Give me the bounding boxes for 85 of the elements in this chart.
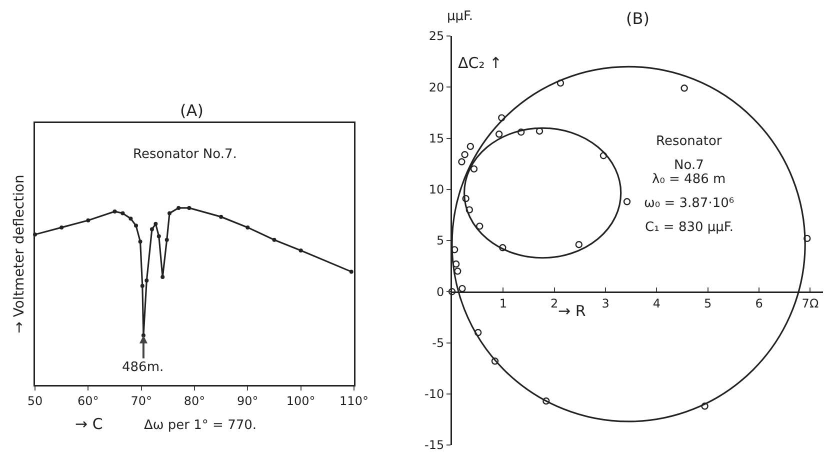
y-tick-label: -15	[424, 438, 444, 452]
x-tick-label: 4	[652, 296, 661, 311]
point	[452, 260, 460, 268]
point	[499, 244, 506, 252]
point	[86, 218, 90, 222]
point	[804, 234, 811, 242]
point	[144, 278, 149, 283]
chart-title: (A)	[180, 101, 204, 120]
point	[701, 402, 708, 410]
point	[150, 227, 154, 232]
annotation: 486m.	[122, 360, 164, 375]
x-tick-label: 70°	[130, 394, 152, 408]
point	[623, 198, 631, 206]
y-tick-label: 10	[428, 182, 444, 197]
point	[461, 151, 468, 158]
x-axis-title: → R	[558, 302, 586, 320]
x-tick-label: 50	[27, 394, 43, 408]
point	[458, 284, 466, 292]
x-tick-label: 110°	[340, 394, 368, 408]
annotation: Resonator	[656, 134, 722, 149]
point	[454, 268, 462, 275]
point	[458, 158, 466, 166]
y-tick-label: 25	[428, 29, 444, 44]
point	[474, 328, 482, 336]
y-tick-label: 5	[436, 234, 444, 248]
text: μμF.	[447, 9, 474, 24]
point	[120, 211, 125, 216]
annotation: C₁ = 830 μμF.	[645, 220, 734, 235]
point	[466, 142, 474, 150]
x-tick-label: 5	[704, 296, 712, 311]
point	[168, 211, 172, 216]
point	[140, 284, 144, 288]
annotation: No.7	[674, 158, 704, 173]
point	[154, 222, 158, 226]
point	[466, 206, 473, 214]
point	[517, 128, 525, 136]
x-tick-label: 100°	[286, 394, 316, 408]
y-tick-label: -5	[432, 336, 444, 350]
point	[112, 210, 117, 214]
point	[187, 206, 192, 210]
point	[164, 238, 169, 242]
annotation: ω₀ = 3.87·10⁶	[644, 196, 734, 211]
x-tick-label: 1	[499, 296, 507, 311]
point	[60, 225, 64, 230]
point	[470, 165, 478, 173]
point	[298, 248, 303, 252]
point	[272, 238, 276, 242]
point	[160, 275, 165, 280]
y-axis-title: → Voltmeter deflection	[11, 174, 28, 334]
x-tick-label: 80°	[184, 394, 206, 408]
point	[491, 358, 499, 365]
point	[476, 222, 484, 230]
point	[542, 397, 550, 405]
point	[575, 240, 583, 248]
point	[556, 79, 564, 87]
y-tick-label: 0	[436, 284, 444, 299]
point	[448, 288, 456, 296]
y-axis-title: ΔC₂ ↑	[458, 54, 502, 72]
chart-title: (B)	[626, 9, 650, 28]
point	[138, 240, 142, 244]
x-tick-label: 6	[755, 296, 763, 311]
y-tick-label: -10	[424, 387, 444, 402]
point	[462, 194, 470, 202]
point	[219, 214, 224, 219]
x-axis-title: → C	[75, 415, 103, 433]
x-tick-label: 90°	[237, 394, 258, 408]
point	[246, 225, 250, 230]
point	[498, 114, 506, 122]
point	[600, 152, 608, 160]
point	[176, 206, 181, 210]
point	[495, 130, 503, 138]
point	[349, 270, 354, 274]
point	[680, 84, 688, 92]
x-tick-label: 7Ω	[802, 296, 819, 311]
x-tick-label: 2	[550, 296, 558, 311]
point	[156, 234, 161, 238]
text: Δω per 1° = 770.	[144, 418, 257, 433]
x-tick-label: 3	[602, 296, 610, 311]
y-tick-label: 20	[428, 80, 444, 94]
text: Resonator No.7.	[133, 147, 237, 162]
point	[134, 224, 138, 228]
point	[128, 216, 133, 221]
y-tick-label: 15	[428, 131, 444, 146]
x-tick-label: 60°	[78, 394, 99, 408]
annotation: λ₀ = 486 m	[652, 172, 726, 187]
